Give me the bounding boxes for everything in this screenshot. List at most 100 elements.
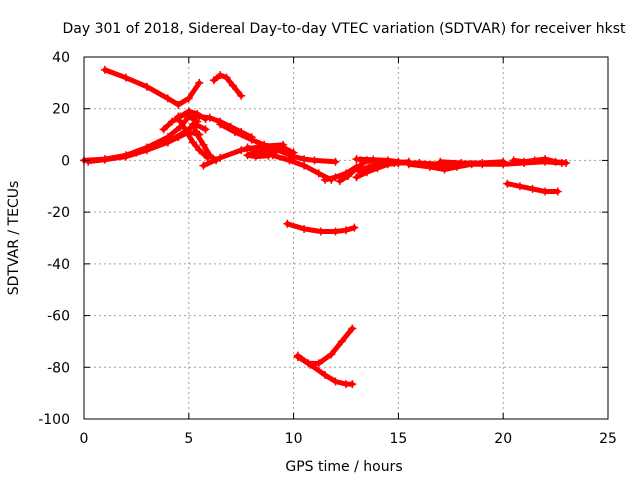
data-point	[562, 159, 571, 168]
data-point	[352, 155, 361, 164]
data-point	[436, 157, 445, 166]
data-point	[268, 151, 277, 160]
data-point	[237, 146, 246, 155]
data-point	[243, 151, 252, 160]
data-point	[300, 161, 309, 170]
data-point	[337, 337, 346, 346]
data-point	[168, 117, 177, 126]
data-point	[342, 226, 350, 235]
data-point	[195, 78, 204, 87]
data-point	[184, 109, 193, 118]
data-point	[159, 125, 168, 134]
data-point	[176, 117, 185, 126]
data-point	[163, 138, 172, 147]
x-axis-label: GPS time / hours	[285, 459, 402, 475]
data-point	[331, 377, 340, 386]
series-line	[437, 159, 506, 166]
data-point	[163, 94, 172, 103]
series-line	[337, 157, 370, 184]
plot-frame	[83, 56, 609, 420]
data-point	[352, 173, 361, 182]
data-point	[348, 324, 357, 333]
data-point	[354, 166, 363, 175]
data-point	[258, 149, 267, 158]
series-arc-26	[436, 157, 508, 168]
data-point	[193, 130, 202, 139]
data-point	[121, 152, 130, 161]
data-point	[153, 140, 162, 149]
data-point	[509, 156, 518, 165]
x-tick-label: 5	[184, 431, 193, 447]
data-point	[369, 155, 378, 164]
grid	[84, 57, 608, 419]
data-point	[348, 380, 357, 389]
data-point	[195, 112, 204, 121]
y-tick-label: 0	[61, 153, 70, 169]
data-point	[243, 143, 252, 152]
series-arc-20	[293, 324, 357, 368]
data-point	[100, 155, 109, 164]
data-point	[188, 120, 197, 129]
data-point	[314, 169, 323, 178]
x-tick-label: 0	[80, 431, 89, 447]
series-line	[295, 326, 355, 366]
data-point	[201, 125, 210, 134]
data-point	[228, 81, 237, 90]
series-arc-15	[268, 151, 336, 184]
series-arc-07	[176, 117, 212, 162]
data-point	[182, 127, 191, 136]
data-point	[184, 94, 193, 103]
data-point	[247, 148, 256, 157]
data-point	[199, 140, 208, 149]
data-point	[478, 159, 487, 168]
data-point	[383, 156, 392, 165]
data-point	[321, 371, 330, 380]
data-point	[528, 184, 537, 193]
data-point	[316, 227, 325, 236]
data-series	[80, 65, 571, 389]
data-point	[195, 146, 204, 155]
data-point	[321, 175, 330, 184]
data-point	[205, 113, 214, 122]
series-arc-27	[503, 179, 562, 196]
data-point	[174, 112, 183, 121]
data-point	[216, 71, 225, 80]
data-point	[503, 179, 512, 188]
data-point	[310, 156, 319, 165]
data-point	[100, 65, 109, 74]
data-point	[84, 157, 93, 166]
series-arc-28	[509, 155, 571, 168]
data-point	[142, 82, 151, 91]
data-point	[132, 148, 141, 157]
data-point	[331, 157, 340, 166]
data-point	[222, 73, 231, 82]
chart-title: Day 301 of 2018, Sidereal Day-to-day VTE…	[63, 21, 626, 37]
y-tick-label: -20	[47, 205, 70, 221]
data-point	[293, 352, 302, 361]
x-tick-label: 10	[285, 431, 303, 447]
data-point	[216, 120, 225, 129]
series-arc-10	[100, 65, 204, 109]
data-point	[394, 157, 403, 166]
data-point	[216, 153, 225, 162]
x-tick-label: 25	[599, 431, 617, 447]
data-point	[425, 162, 434, 171]
series-arc-11	[209, 71, 246, 100]
series-arc-05	[174, 109, 256, 142]
y-tick-label: -80	[47, 360, 70, 376]
data-point	[327, 350, 336, 359]
data-point	[174, 100, 183, 109]
data-point	[541, 187, 550, 196]
data-point	[314, 359, 323, 368]
data-point	[350, 223, 359, 232]
data-point	[440, 165, 449, 174]
data-point	[331, 173, 340, 182]
data-point	[520, 157, 529, 166]
series-arc-14	[247, 143, 298, 158]
data-point	[541, 155, 550, 164]
x-tick-label: 15	[389, 431, 407, 447]
y-tick-label: -40	[47, 257, 70, 273]
data-point	[331, 227, 340, 236]
data-point	[209, 76, 218, 85]
